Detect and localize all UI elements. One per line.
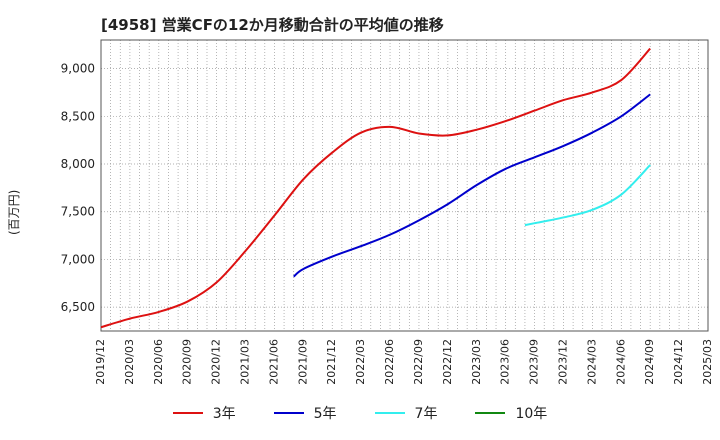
series-line-5y [293, 93, 651, 278]
x-tick-label: 2022/03 [354, 339, 367, 385]
x-tick-label: 2023/12 [556, 339, 569, 385]
y-tick-label: 7,500 [61, 205, 95, 219]
x-tick-label: 2022/06 [383, 339, 396, 385]
legend-item-7y: 7年 [374, 403, 438, 423]
x-tick-label: 2022/12 [441, 339, 454, 385]
legend-label-5y: 5年 [313, 406, 337, 422]
x-tick-label: 2019/12 [94, 339, 107, 385]
legend-item-3y: 3年 [172, 403, 236, 423]
series-line-7y [524, 164, 651, 227]
legend-label-7y: 7年 [414, 406, 438, 422]
x-tick-label: 2022/09 [412, 339, 425, 385]
x-tick-label: 2021/06 [267, 339, 280, 385]
legend: 3年 5年 7年 10年 [0, 403, 720, 423]
x-tick-label: 2020/03 [123, 339, 136, 385]
series-line-3y [100, 47, 651, 329]
y-tick-label: 9,000 [61, 62, 95, 76]
x-tick-label: 2023/03 [470, 339, 483, 385]
legend-swatch-7y [374, 412, 405, 414]
x-tick-label: 2020/06 [152, 339, 165, 385]
chart-title: [4958] 営業CFの12か月移動合計の平均値の推移 [101, 16, 444, 34]
x-tick-label: 2024/09 [643, 339, 656, 385]
y-tick-label: 8,000 [61, 157, 95, 171]
x-tick-label: 2023/06 [499, 339, 512, 385]
legend-item-5y: 5年 [273, 403, 337, 423]
x-tick-label: 2024/03 [585, 339, 598, 385]
x-tick-label: 2023/09 [528, 339, 541, 385]
x-tick-label: 2025/03 [701, 339, 714, 385]
x-tick-label: 2021/03 [239, 339, 252, 385]
x-tick-label: 2024/12 [672, 339, 685, 385]
x-tick-label: 2024/06 [614, 339, 627, 385]
x-tick-label: 2020/09 [181, 339, 194, 385]
legend-swatch-10y [475, 412, 506, 414]
legend-swatch-5y [273, 412, 304, 414]
legend-item-10y: 10年 [475, 403, 547, 423]
legend-swatch-3y [172, 412, 203, 414]
y-tick-label: 7,000 [61, 252, 95, 266]
line-chart: 6,500 7,000 7,500 8,000 8,500 9,000 2019/12 202… [61, 39, 714, 385]
y-tick-label: 6,500 [61, 300, 95, 314]
y-tick-label: 8,500 [61, 109, 95, 123]
x-tick-label: 2021/09 [296, 339, 309, 385]
x-tick-label: 2021/12 [325, 339, 338, 385]
legend-label-3y: 3年 [212, 406, 236, 422]
legend-label-10y: 10年 [515, 406, 548, 422]
x-tick-label: 2020/12 [210, 339, 223, 385]
plot-frame [100, 39, 709, 332]
